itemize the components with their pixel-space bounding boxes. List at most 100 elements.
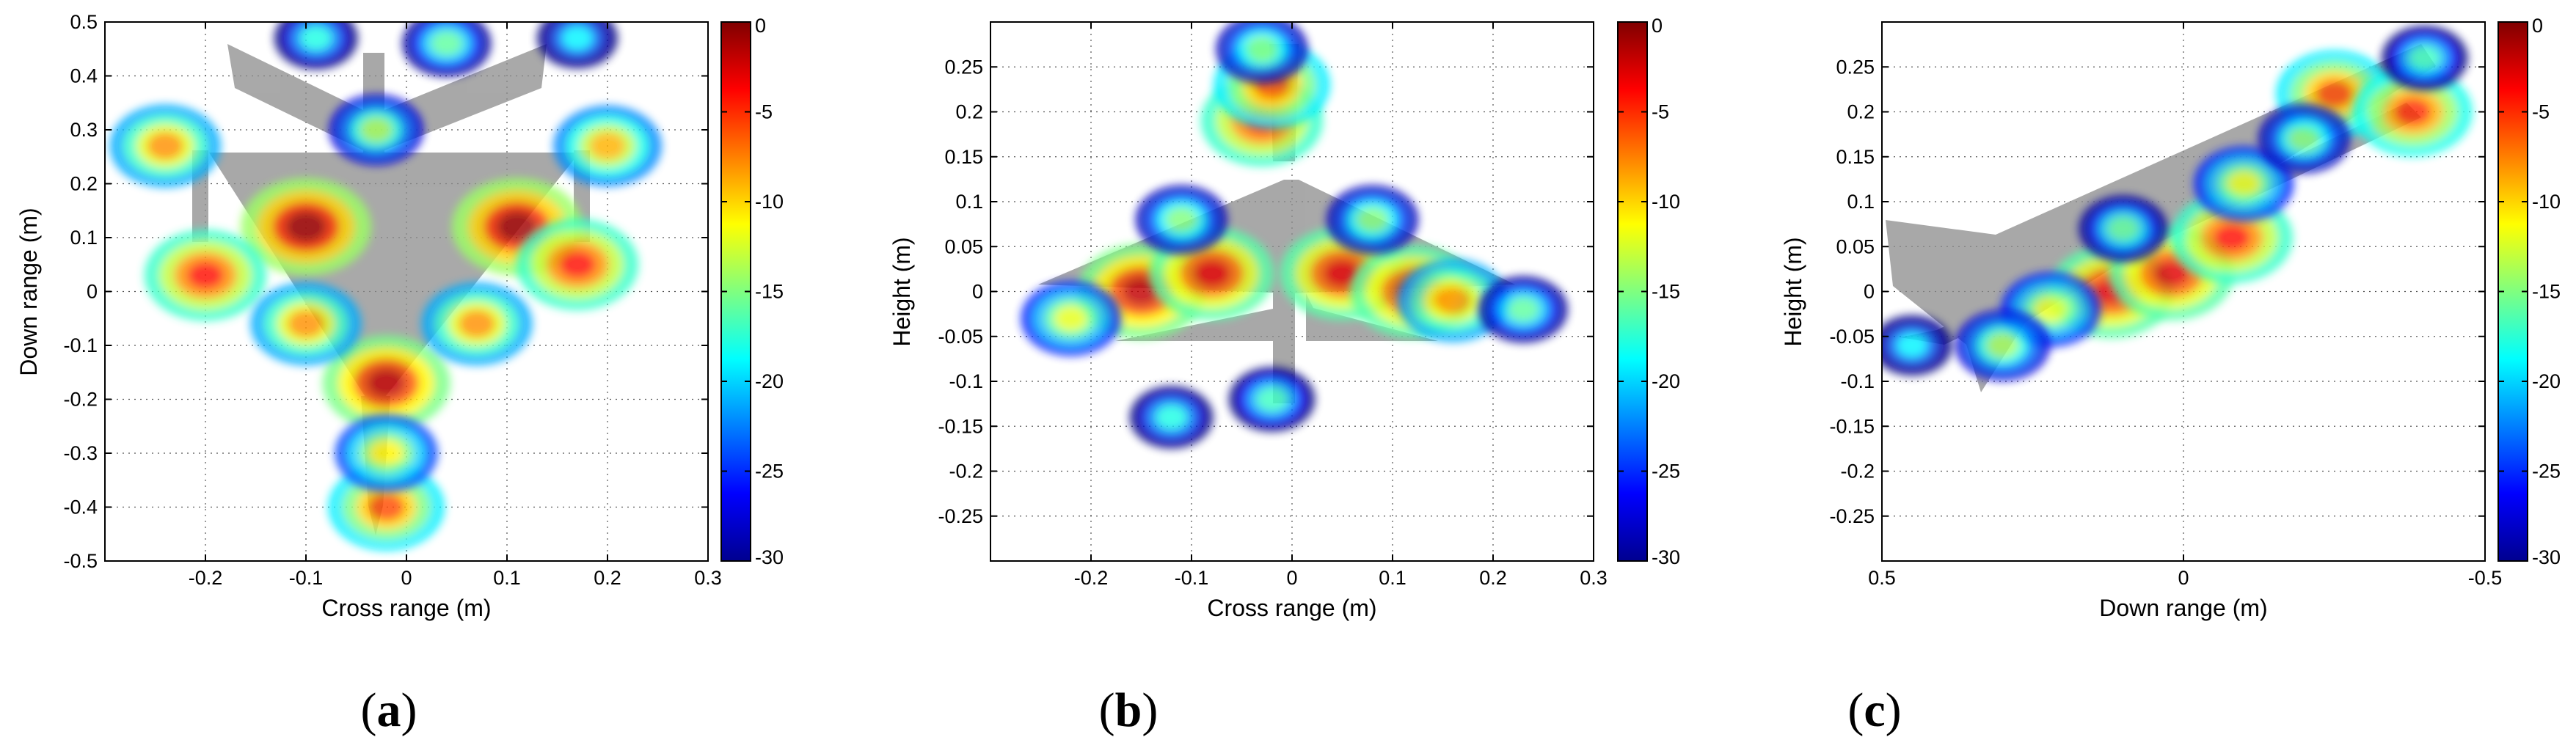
colorbar-tick-label: -10 [2532,191,2561,213]
x-tick-label: 0.2 [594,567,621,589]
x-axis-label: Cross range (m) [321,595,491,621]
x-axis-label: Down range (m) [2099,595,2267,621]
y-tick-label: 0.05 [944,235,983,257]
y-tick-label: 0 [87,281,98,303]
y-tick-label: -0.05 [938,326,983,348]
scattering-center [274,22,358,70]
panel-b: -0.2 -0.1 0 0.1 0.2 0.3 -0.25 -0.2 -0.15 -0.1 -0.0… [889,15,1680,737]
colorbar-tick-label: -20 [1652,370,1680,392]
y-tick-label: -0.1 [63,334,98,356]
scattering-center [329,94,424,166]
colorbar-tick-label: -15 [2532,281,2561,303]
colorbar: 0 -5 -10 -15 -20 -25 -30 [720,15,784,568]
scattering-center [1135,185,1227,254]
y-tick-label: -0.2 [949,461,983,483]
y-tick-label: -0.25 [938,505,983,527]
scattering-centers [1021,22,1568,449]
scattering-centers [1882,25,2473,381]
panel-c: 0.5 0 -0.5 -0.25 -0.2 -0.15 -0.1 -0.05 0 0.05 0.1 0… [1780,15,2561,737]
x-tick-label: 0.3 [694,567,722,589]
y-tick-label: 0 [1864,281,1875,303]
scattering-centers [109,22,662,551]
y-tick-label: -0.25 [1829,505,1875,527]
x-tick-label: 0.3 [1580,567,1608,589]
scattering-center [553,105,662,187]
scattering-center [2381,25,2468,91]
colorbar-tick-label: 0 [755,15,766,37]
y-tick-label: 0.1 [70,227,98,249]
scattering-center [1129,386,1214,449]
scattering-center [421,282,533,366]
scattering-center [335,414,438,492]
y-tick-label: 0.2 [70,173,98,195]
x-tick-label: 0 [2178,567,2189,589]
colorbar-tick-label: -5 [1652,101,1669,123]
panel-label: (c) [1847,683,1901,737]
colorbar-tick-label: -20 [755,370,784,392]
scattering-center [1228,367,1316,432]
y-tick-label: -0.4 [63,496,98,518]
y-tick-label: 0.5 [70,11,98,33]
x-tick-label: -0.2 [189,567,223,589]
y-tick-label: 0.1 [955,191,983,213]
y-tick-label: 0.2 [955,101,983,123]
x-tick-label: -0.5 [2468,567,2503,589]
scattering-center [1882,315,1953,376]
y-axis-label: Height (m) [889,237,915,346]
x-tick-label: -0.2 [1074,567,1109,589]
colorbar-tick-label: -30 [1652,546,1680,568]
scattering-center [144,230,267,321]
y-tick-label: 0.25 [1836,56,1875,78]
scattering-center [1216,22,1308,84]
scattering-center [402,22,492,77]
colorbar-tick-label: -30 [2532,546,2561,568]
x-tick-label: 0 [1286,567,1297,589]
scattering-center [1021,281,1121,356]
scattering-center [1397,258,1509,342]
x-axis-label: Cross range (m) [1207,595,1376,621]
y-tick-label: -0.3 [63,442,98,464]
colorbar-tick-label: 0 [2532,15,2543,37]
y-tick-label: -0.15 [1829,415,1875,437]
x-tick-label: 0.2 [1479,567,1507,589]
scattering-center [2352,67,2473,157]
scattering-center [2258,104,2351,174]
scattering-center [327,463,445,551]
colorbar-tick-label: -25 [1652,461,1680,483]
y-tick-label: 0.4 [70,65,98,87]
y-tick-label: 0.25 [944,56,983,78]
colorbar-tick-label: -15 [755,281,784,303]
scattering-center [2193,146,2294,221]
scattering-center [322,335,450,431]
y-tick-label: -0.1 [1840,370,1875,392]
panel-label: (a) [361,683,417,737]
colorbar-tick-label: 0 [1652,15,1663,37]
scattering-center [516,219,639,311]
y-tick-label: 0.15 [944,146,983,168]
y-tick-label: 0.1 [1847,191,1875,213]
x-tick-label: 0.5 [1868,567,1896,589]
colorbar: 0 -5 -10 -15 -20 -25 -30 [1617,15,1680,568]
x-tick-label: -0.1 [1175,567,1209,589]
x-tick-label: 0.1 [1379,567,1406,589]
y-tick-label: -0.05 [1829,326,1875,348]
colorbar-tick-label: -5 [755,101,773,123]
y-tick-label: 0 [972,281,983,303]
panel-a: -0.2 -0.1 0 0.1 0.2 0.3-0.5-0.4-0.3-0.2-0.100… [15,11,784,737]
colorbar-tick-label: -30 [755,546,784,568]
y-tick-label: -0.5 [63,550,98,572]
scattering-center [240,177,372,276]
y-tick-label: 0.2 [1847,101,1875,123]
colorbar-tick-label: -10 [755,191,784,213]
colorbar-tick-label: -25 [755,461,784,483]
y-tick-label: -0.1 [949,370,983,392]
colorbar-tick-label: -5 [2532,101,2550,123]
y-axis-label: Height (m) [1780,237,1806,346]
scattering-center [2079,195,2168,263]
scattering-center [536,22,618,69]
y-tick-label: 0.15 [1836,146,1875,168]
colorbar-tick-label: -15 [1652,281,1680,303]
scattering-center [1478,276,1568,343]
scattering-center [109,104,222,188]
